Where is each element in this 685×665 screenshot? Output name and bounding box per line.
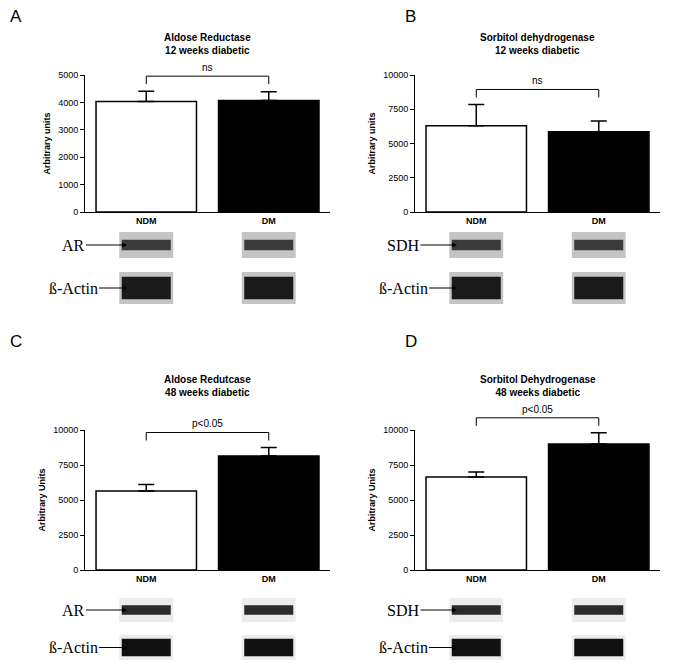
svg-text:SDH: SDH: [387, 237, 419, 254]
svg-text:DM: DM: [592, 574, 606, 584]
svg-text:7500: 7500: [388, 460, 408, 470]
svg-text:Sorbitol Dehydrogenase48 weeks: Sorbitol Dehydrogenase48 weeks diabetic: [480, 374, 596, 398]
svg-text:C: C: [10, 332, 22, 351]
svg-text:DM: DM: [262, 574, 276, 584]
svg-text:ns: ns: [532, 75, 543, 86]
svg-text:NDM: NDM: [466, 216, 487, 226]
svg-text:10000: 10000: [53, 425, 78, 435]
svg-text:4000: 4000: [58, 98, 78, 108]
svg-text:ß-Actin: ß-Actin: [379, 280, 428, 297]
svg-text:p<0.05: p<0.05: [522, 404, 553, 415]
svg-text:2000: 2000: [58, 152, 78, 162]
svg-text:Aldose Redutcase48 weeks diabe: Aldose Redutcase48 weeks diabetic: [164, 374, 251, 398]
svg-text:3000: 3000: [58, 125, 78, 135]
svg-text:2500: 2500: [58, 530, 78, 540]
svg-text:1000: 1000: [58, 180, 78, 190]
svg-text:Arbitrary Units: Arbitrary Units: [37, 468, 47, 531]
svg-text:DM: DM: [592, 216, 606, 226]
svg-text:NDM: NDM: [136, 574, 157, 584]
svg-text:10000: 10000: [383, 70, 408, 80]
svg-text:NDM: NDM: [466, 574, 487, 584]
svg-text:DM: DM: [262, 216, 276, 226]
svg-text:ß-Actin: ß-Actin: [49, 280, 98, 297]
svg-text:0: 0: [403, 565, 408, 575]
svg-text:AR: AR: [62, 602, 85, 619]
svg-text:Aldose Reductase12 weeks diabe: Aldose Reductase12 weeks diabetic: [164, 32, 251, 56]
svg-text:5000: 5000: [58, 70, 78, 80]
svg-text:0: 0: [73, 207, 78, 217]
svg-text:ß-Actin: ß-Actin: [379, 639, 428, 656]
svg-text:5000: 5000: [58, 495, 78, 505]
svg-text:2500: 2500: [388, 530, 408, 540]
svg-text:D: D: [405, 332, 417, 351]
svg-text:A: A: [10, 7, 22, 26]
svg-text:7500: 7500: [388, 104, 408, 114]
svg-text:B: B: [405, 7, 416, 26]
svg-text:p<0.05: p<0.05: [192, 418, 223, 429]
svg-text:Arbitrary units: Arbitrary units: [42, 112, 52, 174]
svg-text:7500: 7500: [58, 460, 78, 470]
svg-text:5000: 5000: [388, 495, 408, 505]
svg-text:2500: 2500: [388, 173, 408, 183]
svg-text:ß-Actin: ß-Actin: [49, 639, 98, 656]
svg-text:Arbitrary units: Arbitrary units: [367, 112, 377, 174]
svg-text:Arbitrary Units: Arbitrary Units: [367, 468, 377, 531]
svg-text:10000: 10000: [383, 425, 408, 435]
svg-text:5000: 5000: [388, 139, 408, 149]
svg-text:ns: ns: [202, 62, 213, 73]
svg-text:0: 0: [403, 207, 408, 217]
svg-text:Sorbitol dehydrogenase12 weeks: Sorbitol dehydrogenase12 weeks diabetic: [480, 32, 595, 56]
svg-text:AR: AR: [62, 237, 85, 254]
svg-text:NDM: NDM: [136, 216, 157, 226]
svg-text:SDH: SDH: [387, 602, 419, 619]
svg-text:0: 0: [73, 565, 78, 575]
